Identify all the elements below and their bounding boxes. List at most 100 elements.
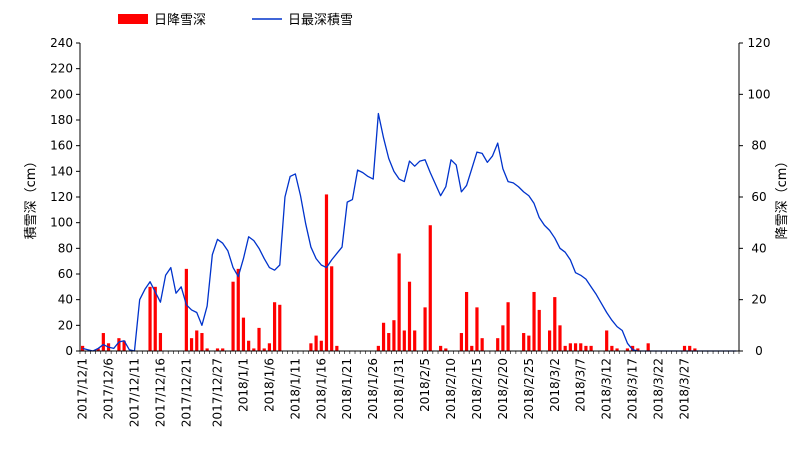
- bar-point: [506, 302, 510, 351]
- y-right-tick-label: 80: [751, 139, 766, 153]
- bar-point: [579, 343, 583, 351]
- bar-point: [459, 333, 463, 351]
- x-tick-label: 2018/1/26: [366, 358, 380, 420]
- bar-point: [247, 340, 251, 351]
- bar-point: [267, 343, 271, 351]
- x-tick-label: 2018/3/12: [600, 358, 614, 420]
- bar-point: [392, 320, 396, 351]
- bar-point: [101, 333, 105, 351]
- bar-point: [693, 348, 697, 351]
- bar-point: [262, 348, 266, 351]
- x-tick-label: 2018/2/10: [444, 358, 458, 420]
- bar-point: [252, 348, 256, 351]
- bar-point: [423, 307, 427, 351]
- bar-point: [444, 348, 448, 351]
- x-tick-label: 2018/3/22: [652, 358, 666, 420]
- bar-point: [236, 268, 240, 351]
- x-tick-label: 2018/1/11: [288, 358, 302, 420]
- legend: 日降雪深 日最深積雪: [118, 13, 353, 28]
- bar-point: [475, 307, 479, 351]
- y-right-tick-label: 120: [748, 36, 771, 50]
- bar-point: [387, 333, 391, 351]
- x-tick-label: 2018/1/1: [236, 358, 250, 412]
- y-right-tick-label: 0: [755, 344, 763, 358]
- x-tick-label: 2017/12/16: [153, 358, 167, 427]
- bar-point: [439, 345, 443, 351]
- bar-point: [153, 286, 157, 351]
- legend-label-max-snow-depth: 日最深積雪: [288, 13, 353, 28]
- x-tick-label: 2017/12/11: [127, 358, 141, 427]
- bar-point: [631, 345, 635, 351]
- bar-point: [241, 317, 246, 351]
- bar-point: [646, 343, 650, 351]
- x-tick-label: 2017/12/27: [211, 358, 225, 427]
- bar-point: [501, 325, 505, 351]
- bar-point: [553, 297, 557, 351]
- bar-point: [402, 330, 406, 351]
- bar-point: [96, 348, 100, 351]
- legend-label-daily-snowfall: 日降雪深: [154, 13, 206, 28]
- y-left-tick-label: 200: [50, 87, 73, 101]
- max-snow-depth-line: [82, 112, 737, 352]
- bar-point: [548, 330, 552, 351]
- x-tick-label: 2018/1/6: [262, 358, 276, 412]
- bar-point: [615, 348, 619, 351]
- y-right-tick-label: 100: [748, 87, 771, 101]
- bar-point: [589, 345, 593, 351]
- y-left-tick-label: 180: [50, 113, 73, 127]
- bar-point: [215, 348, 220, 351]
- line-series-max-snow-depth: [82, 112, 737, 352]
- y-right-label: 降雪深（cm）: [775, 155, 790, 240]
- x-tick-label: 2018/2/20: [496, 358, 510, 420]
- y-left-tick-label: 40: [58, 293, 73, 307]
- x-tick-label: 2018/2/5: [418, 358, 432, 412]
- y-left-tick-label: 220: [50, 62, 73, 76]
- x-tick-label: 2018/3/27: [678, 358, 692, 420]
- bar-point: [272, 302, 277, 351]
- y-right-tick-label: 20: [751, 293, 766, 307]
- bar-point: [309, 343, 313, 351]
- bar-point: [682, 345, 687, 351]
- axes: 0 20 40 60 80 100 120 140 160 180 200 220 240 0 20 40 60…: [50, 36, 770, 427]
- bar-point: [428, 225, 432, 351]
- bar-point: [278, 304, 282, 351]
- bar-point: [537, 309, 541, 351]
- bar-point: [397, 253, 401, 351]
- y-left-tick-label: 0: [65, 344, 73, 358]
- bar-point: [558, 325, 562, 351]
- bar-point: [480, 338, 484, 351]
- bar-point: [522, 333, 526, 351]
- y-left-tick-label: 80: [58, 241, 73, 255]
- bar-point: [605, 330, 609, 351]
- bar-point: [319, 340, 323, 351]
- bar-point: [568, 343, 572, 351]
- bar-point: [335, 345, 339, 351]
- bar-point: [195, 330, 199, 351]
- y-left-tick-label: 20: [58, 318, 73, 332]
- bar-point: [464, 291, 469, 351]
- y-right-tick-label: 60: [751, 190, 766, 204]
- x-tick-label: 2018/2/15: [470, 358, 484, 420]
- x-tick-label: 2018/1/31: [392, 358, 406, 420]
- bar-point: [158, 333, 163, 351]
- bar-point: [563, 345, 567, 351]
- x-tick-label: 2018/3/2: [548, 358, 562, 412]
- y-left-tick-label: 120: [50, 190, 73, 204]
- y-left-tick-label: 100: [50, 216, 73, 230]
- x-tick-label: 2017/12/21: [179, 358, 193, 427]
- bar-point: [573, 343, 578, 351]
- bar-point: [688, 345, 692, 351]
- bar-point: [324, 194, 329, 351]
- bar-point: [610, 345, 614, 351]
- x-tick-label: 2018/1/21: [340, 358, 354, 420]
- bar-point: [407, 281, 412, 351]
- y-left-label: 積雪深（cm）: [24, 155, 39, 240]
- x-tick-label: 2017/12/1: [76, 358, 90, 420]
- bar-point: [117, 338, 121, 351]
- bar-point: [330, 266, 334, 351]
- bar-point: [376, 345, 380, 351]
- bar-point: [381, 322, 386, 351]
- y-left-tick-label: 140: [50, 164, 73, 178]
- bar-point: [257, 327, 261, 351]
